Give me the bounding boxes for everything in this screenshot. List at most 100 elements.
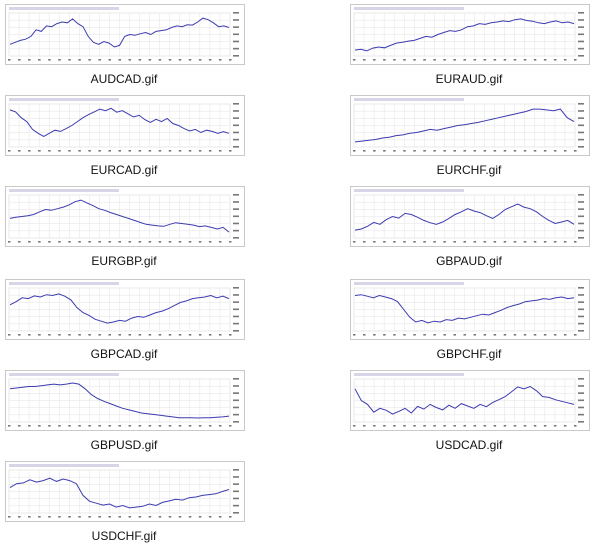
thumbnail-filename[interactable]: EURCAD.gif (90, 163, 158, 177)
thumbnail-filename[interactable]: EURAUD.gif (435, 72, 503, 86)
equity-line (354, 385, 575, 415)
x-tick-mark (58, 241, 61, 243)
x-tick-mark (373, 59, 376, 61)
thumbnail-filename[interactable]: USDCHF.gif (91, 529, 157, 543)
x-tick-mark (178, 334, 182, 336)
y-tick-mark (578, 222, 584, 225)
x-tick-mark (18, 425, 21, 427)
x-tick-mark (574, 334, 577, 336)
x-tick-mark (38, 334, 41, 336)
chart-thumbnail-image[interactable] (5, 370, 245, 431)
equity-curve-chart (8, 98, 239, 152)
chart-header-strip (9, 7, 119, 10)
x-tick-mark (8, 241, 11, 243)
x-tick-mark (383, 150, 386, 152)
chart-thumbnail-image[interactable] (350, 279, 590, 340)
y-tick-mark (578, 399, 584, 402)
thumbnail-filename[interactable]: GBPCHF.gif (436, 347, 502, 361)
chart-thumbnail-image[interactable] (350, 4, 590, 65)
thumbnail-filename[interactable]: GBPCAD.gif (90, 347, 158, 361)
y-tick-mark (233, 47, 239, 50)
y-tick-mark (578, 392, 584, 394)
x-tick-mark (463, 59, 466, 61)
thumbnail-filename[interactable]: EURCHF.gif (436, 163, 502, 177)
chart-thumbnail-image[interactable] (5, 4, 245, 65)
thumbnail-item[interactable]: AUDCAD.gif (5, 4, 245, 93)
thumbnail-item[interactable]: GBPCHF.gif (350, 279, 590, 368)
x-tick-mark (158, 241, 162, 243)
chart-thumbnail-image[interactable] (5, 186, 245, 247)
x-tick-mark (128, 516, 132, 518)
chart-thumbnail-image[interactable] (5, 279, 245, 340)
thumbnail-filename[interactable]: USDCAD.gif (435, 438, 503, 452)
y-tick-mark (578, 315, 584, 318)
x-tick-mark (463, 334, 466, 336)
chart-thumbnail-image[interactable] (350, 370, 590, 431)
x-tick-mark (78, 425, 81, 427)
y-tick-mark (233, 117, 239, 119)
x-tick-mark (413, 59, 416, 61)
y-tick-mark (578, 229, 584, 232)
x-tick-mark (433, 241, 436, 243)
x-tick-mark (98, 241, 101, 243)
y-tick-mark (233, 33, 239, 36)
y-tick-mark (578, 215, 584, 218)
y-tick-mark (578, 47, 584, 50)
x-tick-mark (78, 334, 81, 336)
x-tick-mark (8, 150, 11, 152)
x-tick-mark (138, 334, 142, 336)
y-tick-mark (233, 399, 239, 402)
x-tick-mark (393, 150, 396, 152)
x-tick-mark (553, 150, 557, 152)
x-tick-mark (158, 59, 162, 61)
x-tick-mark (229, 516, 232, 518)
thumbnail-item[interactable]: GBPCAD.gif (5, 279, 245, 368)
y-tick-mark (233, 194, 239, 196)
x-tick-mark (138, 425, 142, 427)
x-tick-mark (148, 150, 152, 152)
y-tick-mark (233, 146, 239, 148)
x-tick-mark (158, 425, 162, 427)
x-tick-mark (443, 425, 446, 427)
x-tick-mark (168, 334, 172, 336)
x-tick-mark (403, 425, 406, 427)
thumbnail-item[interactable]: EURCAD.gif (5, 95, 245, 184)
x-tick-mark (563, 241, 567, 243)
thumbnail-item[interactable]: EURGBP.gif (5, 186, 245, 275)
thumbnail-item[interactable]: GBPAUD.gif (350, 186, 590, 275)
chart-thumbnail-image[interactable] (5, 461, 245, 522)
thumbnail-filename[interactable]: GBPUSD.gif (90, 438, 158, 452)
x-tick-mark (403, 241, 406, 243)
y-tick-mark (233, 512, 239, 514)
thumbnail-item[interactable]: GBPUSD.gif (5, 370, 245, 459)
thumbnail-item[interactable]: EURAUD.gif (350, 4, 590, 93)
x-tick-mark (543, 241, 547, 243)
x-tick-mark (443, 150, 446, 152)
thumbnail-filename[interactable]: AUDCAD.gif (90, 72, 158, 86)
chart-thumbnail-image[interactable] (5, 95, 245, 156)
x-tick-mark (38, 516, 41, 518)
x-tick-mark (383, 59, 386, 61)
x-tick-mark (543, 150, 547, 152)
x-tick-mark (393, 241, 396, 243)
thumbnail-filename[interactable]: EURGBP.gif (91, 254, 157, 268)
thumbnail-item[interactable]: USDCHF.gif (5, 461, 245, 550)
x-tick-mark (128, 425, 132, 427)
x-tick-mark (363, 334, 366, 336)
x-tick-mark (218, 425, 222, 427)
chart-thumbnail-image[interactable] (350, 95, 590, 156)
x-tick-mark (48, 334, 51, 336)
x-tick-mark (48, 516, 51, 518)
chart-thumbnail-image[interactable] (350, 186, 590, 247)
y-tick-mark (233, 301, 239, 303)
thumbnail-item[interactable]: USDCAD.gif (350, 370, 590, 459)
y-tick-mark (578, 103, 584, 105)
thumbnail-filename[interactable]: GBPAUD.gif (436, 254, 502, 268)
y-tick-mark (233, 201, 239, 203)
y-tick-mark (233, 497, 239, 500)
x-tick-mark (563, 59, 567, 61)
x-tick-mark (138, 241, 142, 243)
thumbnail-item[interactable]: EURCHF.gif (350, 95, 590, 184)
y-tick-mark (578, 40, 584, 43)
x-tick-mark (88, 241, 91, 243)
